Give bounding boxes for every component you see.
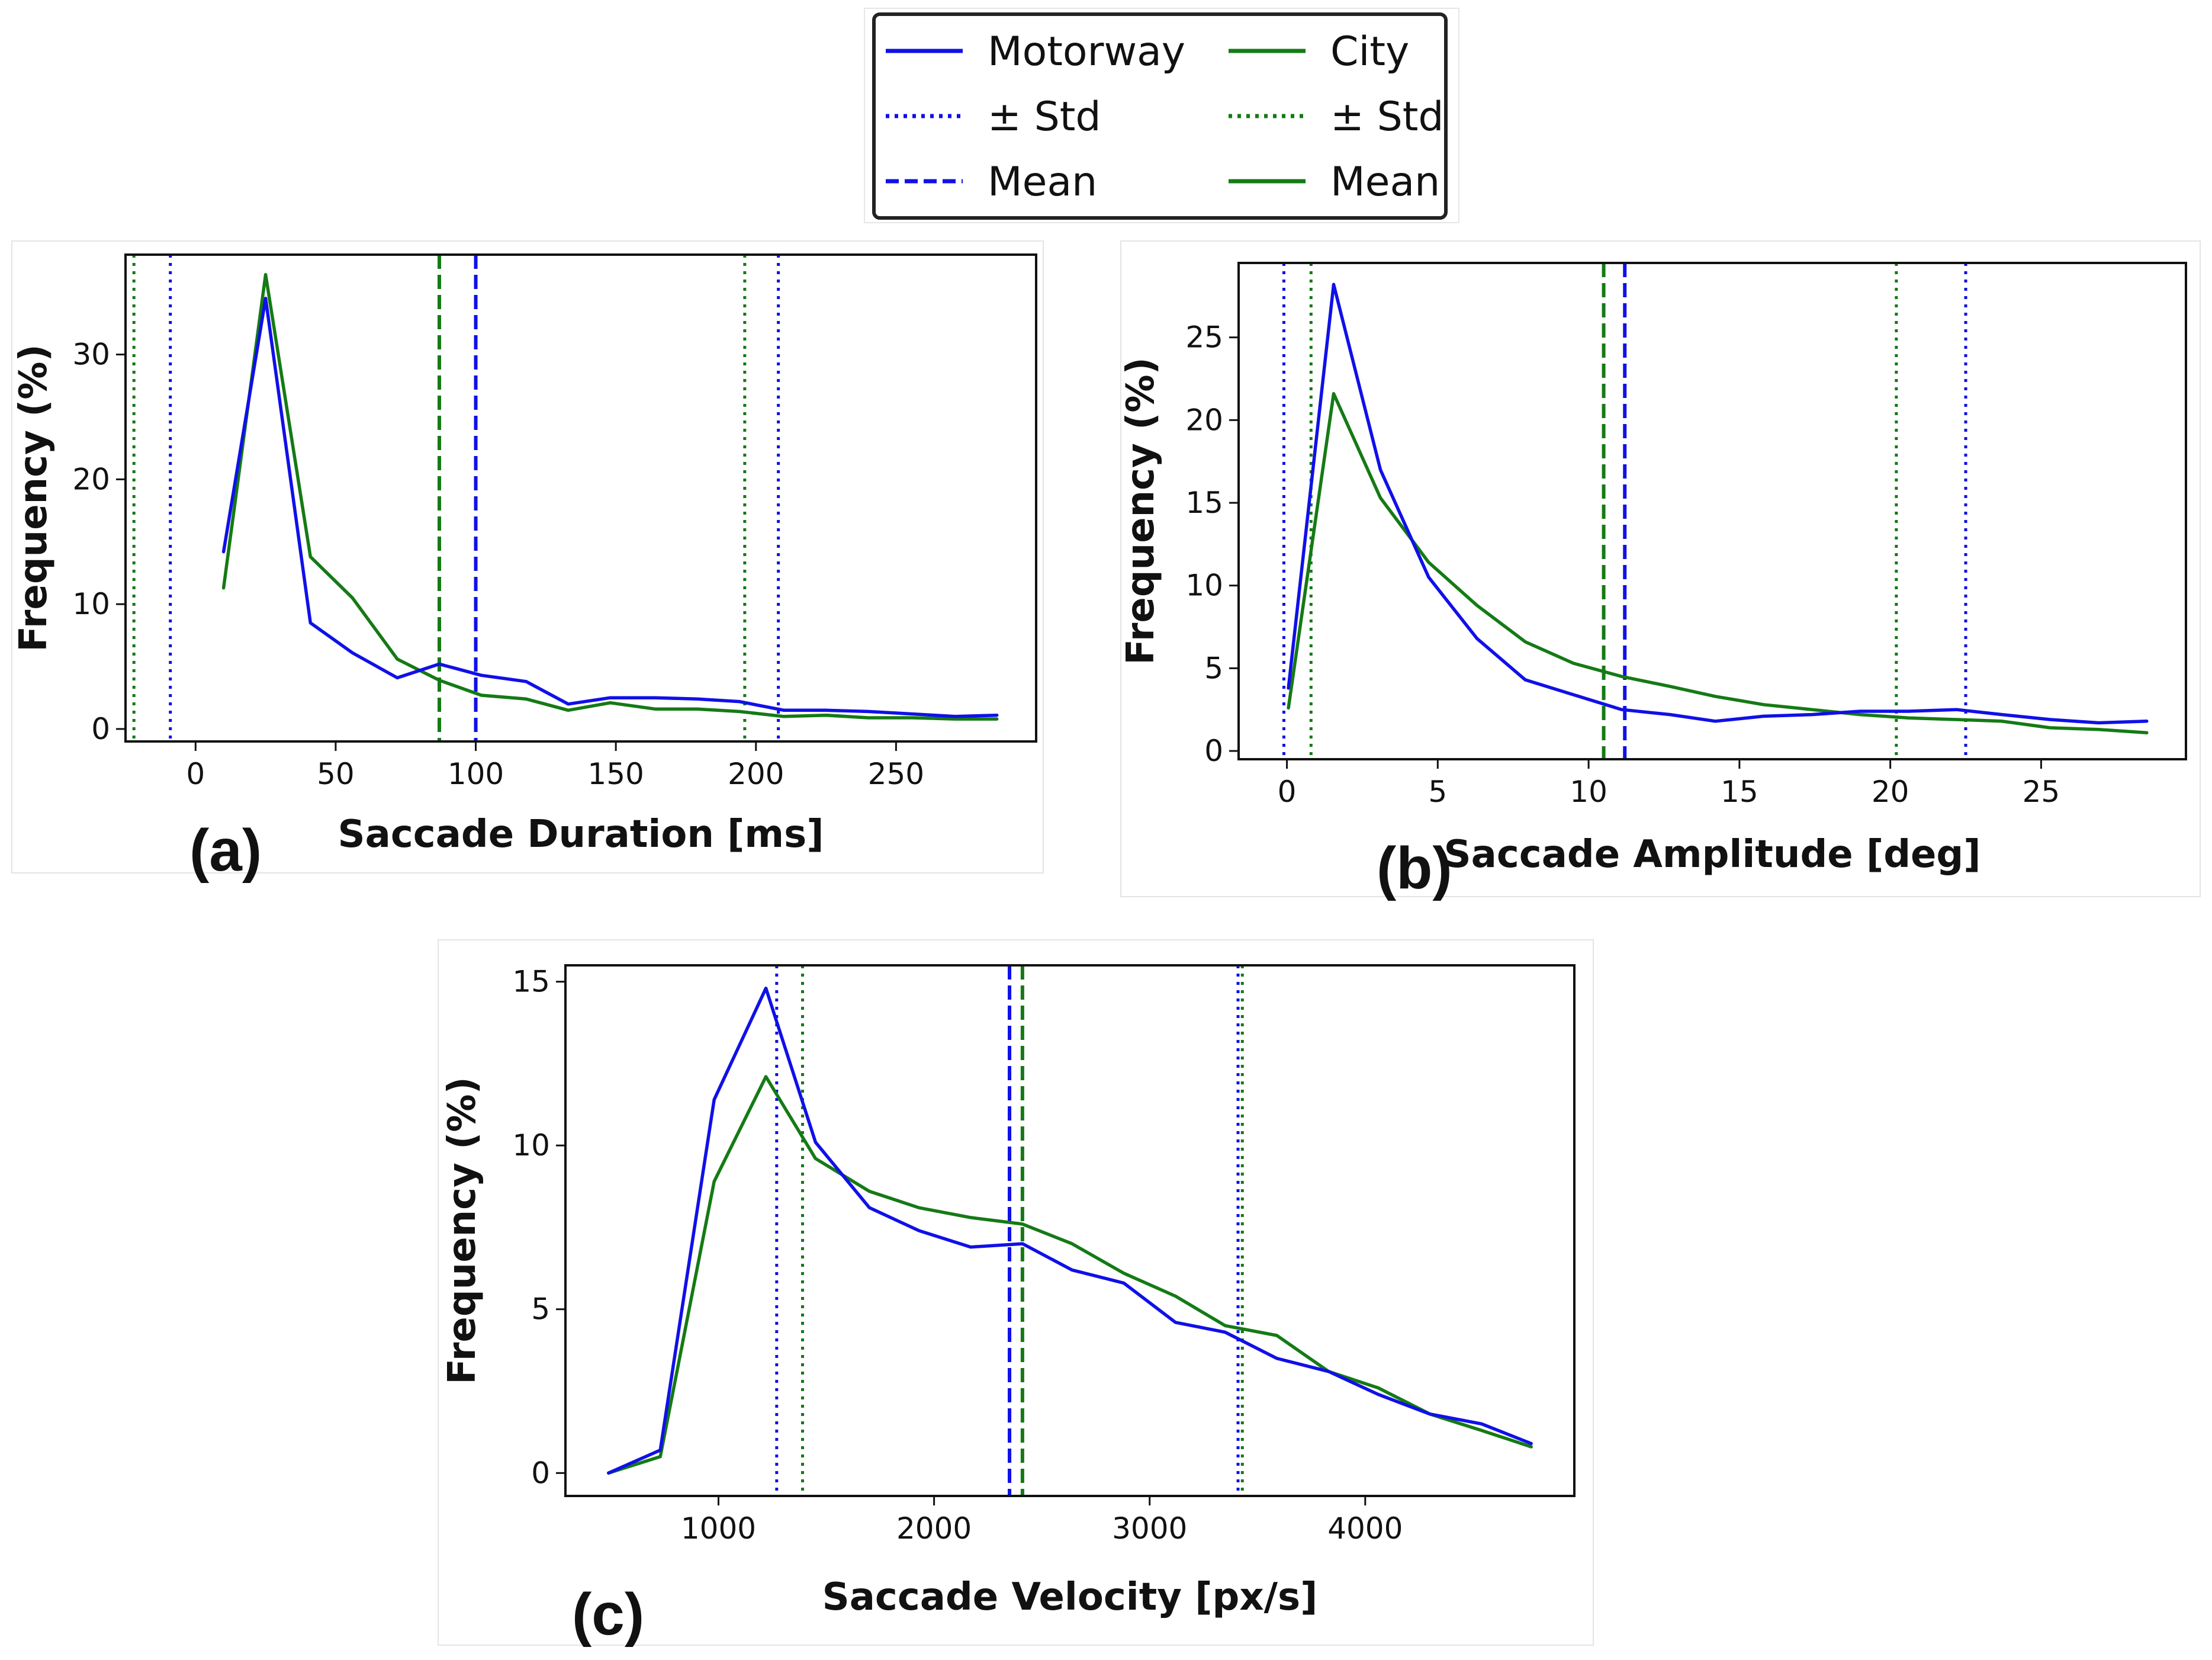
x-tick-label: 250	[868, 757, 924, 791]
y-tick-label: 25	[1185, 320, 1223, 355]
y-tick-label: 10	[1185, 569, 1223, 603]
panel-letter: (a)	[189, 817, 262, 884]
series-line-motorway	[221, 297, 999, 718]
panel-letter: (b)	[1377, 835, 1452, 901]
panel-frame	[438, 939, 1594, 1646]
x-axis-label: Saccade Amplitude [deg]	[1444, 833, 1981, 876]
y-tick-label: 0	[531, 1456, 550, 1490]
x-tick-label: 200	[728, 757, 784, 791]
series-line-city	[221, 272, 999, 721]
y-tick-label: 0	[1204, 734, 1223, 768]
axes-frame	[564, 964, 1576, 1497]
plot-area	[132, 255, 999, 741]
x-tick-label: 0	[186, 757, 205, 791]
panel-c: 1000 2000 3000 4000 0 5 10 15 Saccade Velocity […	[438, 939, 1594, 1648]
legend-label: City	[1330, 28, 1409, 75]
y-tick-label: 30	[72, 338, 110, 372]
series-line-motorway	[1287, 282, 2149, 725]
y-axis-label: Frequency (%)	[441, 1077, 484, 1385]
x-tick-label: 50	[317, 757, 355, 791]
y-tick-label: 20	[1185, 403, 1223, 437]
x-axis-label: Saccade Velocity [px/s]	[822, 1575, 1318, 1619]
x-tick-label: 0	[1278, 775, 1297, 809]
x-tick-label: 25	[2023, 775, 2060, 809]
y-tick-label: 5	[531, 1292, 550, 1327]
y-tick-label: 15	[1185, 486, 1223, 520]
legend-frame	[872, 12, 1448, 220]
y-tick-label: 5	[1204, 651, 1223, 685]
legend-label: ± Std	[988, 94, 1101, 140]
panel-frame	[1120, 240, 2201, 897]
x-tick-label: 3000	[1112, 1511, 1187, 1546]
x-tick-label: 100	[448, 757, 504, 791]
x-axis-label: Saccade Duration [ms]	[338, 813, 824, 856]
axes-frame	[1237, 262, 2187, 760]
y-tick-label: 0	[91, 712, 110, 746]
panel-b: 0 5 10 15 20 25 0 5 10 15 20 25 Saccade Amplitude [d…	[1119, 240, 2201, 901]
y-tick-label: 15	[512, 965, 550, 999]
panel-letter: (c)	[572, 1581, 644, 1648]
x-tick-label: 150	[587, 757, 644, 791]
plot-area	[607, 965, 1533, 1496]
plot-area	[1282, 263, 2149, 759]
series-line-city	[1287, 391, 2149, 735]
x-tick-label: 10	[1570, 775, 1607, 809]
y-tick-label: 10	[72, 587, 110, 621]
x-tick-label: 15	[1721, 775, 1758, 809]
series-line-motorway	[607, 986, 1533, 1475]
y-axis-label: Frequency (%)	[12, 344, 56, 652]
y-axis-label: Frequency (%)	[1119, 357, 1163, 665]
y-tick-label: 10	[512, 1128, 550, 1163]
legend-label: ± Std	[1330, 94, 1444, 140]
legend: Motorway ± Std Mean City ± Std Mean	[864, 8, 1459, 223]
panel-frame	[11, 240, 1044, 874]
axes-frame	[124, 253, 1037, 743]
x-tick-label: 1000	[681, 1511, 756, 1546]
panel-a: 0 50 100 150 200 250 0 10 20 30 Saccade Duration […	[11, 240, 1044, 884]
series-line-city	[607, 1075, 1533, 1475]
x-tick-label: 4000	[1327, 1511, 1403, 1546]
legend-label: Motorway	[988, 28, 1185, 75]
y-tick-label: 20	[72, 462, 110, 496]
x-tick-label: 20	[1872, 775, 1909, 809]
legend-label: Mean	[1330, 159, 1440, 206]
legend-label: Mean	[988, 159, 1097, 206]
x-tick-label: 2000	[896, 1511, 972, 1546]
x-tick-label: 5	[1428, 775, 1447, 809]
